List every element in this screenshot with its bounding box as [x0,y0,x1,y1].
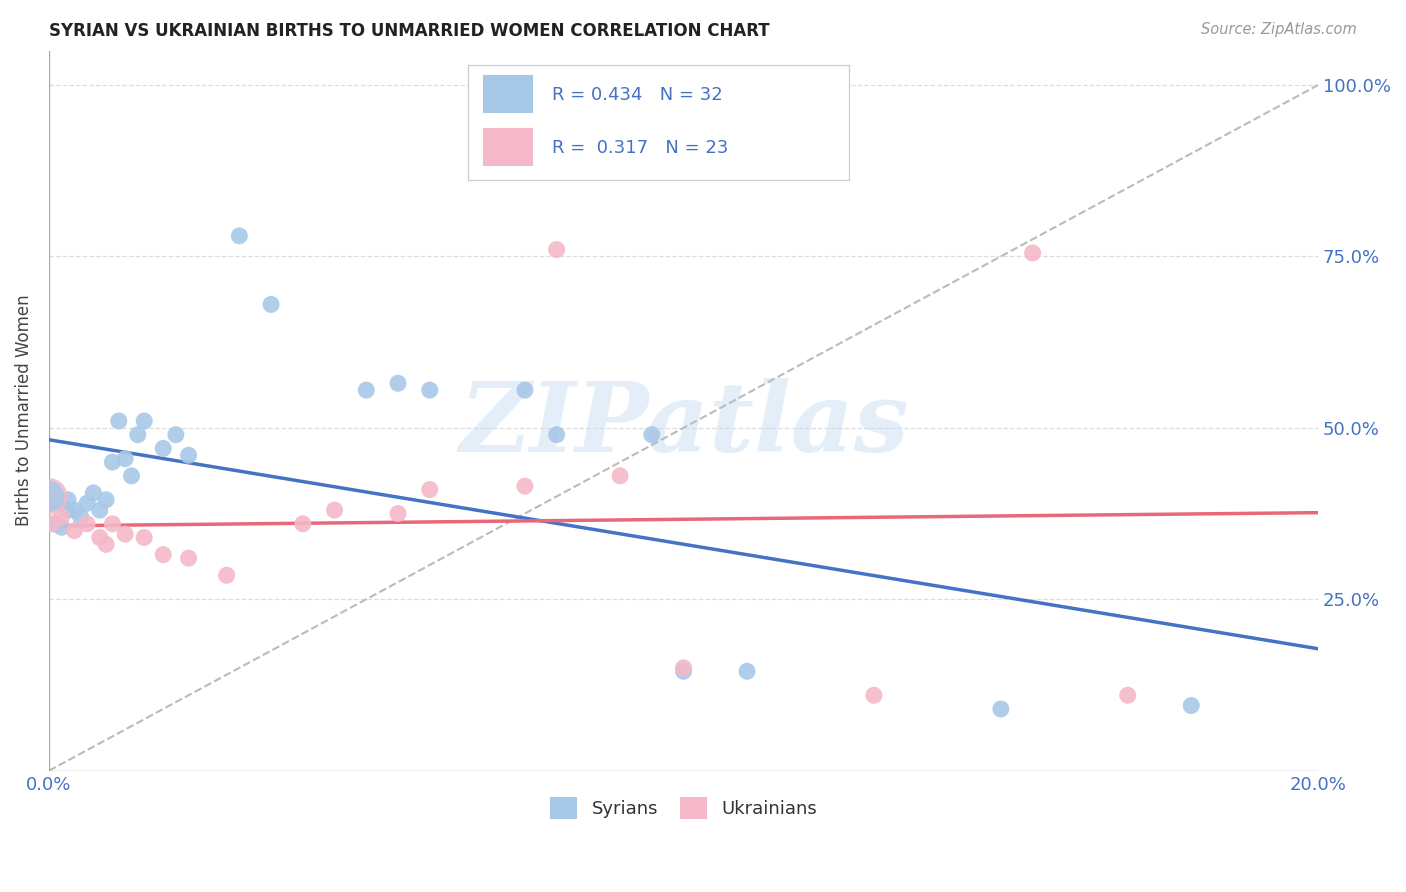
Point [863,688,886,702]
Y-axis label: Births to Unmarried Women: Births to Unmarried Women [15,295,32,526]
Point [38,490,60,504]
Point [51,510,73,524]
Point [215,568,238,582]
Point [177,448,200,462]
Point [609,468,631,483]
Point [94,492,117,507]
Point [101,516,124,531]
Point [419,383,441,397]
Point [672,665,695,679]
Point [89,531,111,545]
Point [63,524,86,538]
Point [121,468,143,483]
Point [546,427,568,442]
Point [513,383,536,397]
Point [228,228,250,243]
Point [260,297,283,311]
Point [1180,698,1202,713]
Point [69,510,91,524]
Text: ZIPatlas: ZIPatlas [458,378,908,472]
Point [134,414,156,428]
Point [152,548,174,562]
Point [76,496,98,510]
Point [291,516,314,531]
Point [51,520,73,534]
Point [387,376,409,391]
Point [1021,246,1043,260]
Point [114,527,136,541]
Point [114,451,136,466]
Point [177,551,200,566]
Point [63,503,86,517]
Point [323,503,346,517]
Point [134,531,156,545]
Point [672,661,695,675]
Point [41,496,63,510]
Point [94,537,117,551]
Point [990,702,1012,716]
Point [76,516,98,531]
Point [735,665,758,679]
Point [41,516,63,531]
Legend: Syrians, Ukrainians: Syrians, Ukrainians [543,790,824,827]
Point [89,503,111,517]
Point [107,414,129,428]
Point [56,492,79,507]
Text: Source: ZipAtlas.com: Source: ZipAtlas.com [1201,22,1357,37]
Text: SYRIAN VS UKRAINIAN BIRTHS TO UNMARRIED WOMEN CORRELATION CHART: SYRIAN VS UKRAINIAN BIRTHS TO UNMARRIED … [49,22,770,40]
Point [356,383,378,397]
Point [56,503,79,517]
Point [44,516,66,531]
Point [127,427,149,442]
Point [546,243,568,257]
Point [165,427,187,442]
Point [82,486,104,500]
Point [152,442,174,456]
Point [419,483,441,497]
Point [387,507,409,521]
Point [513,479,536,493]
Point [641,427,664,442]
Point [1116,688,1139,702]
Point [101,455,124,469]
Point [38,490,60,504]
